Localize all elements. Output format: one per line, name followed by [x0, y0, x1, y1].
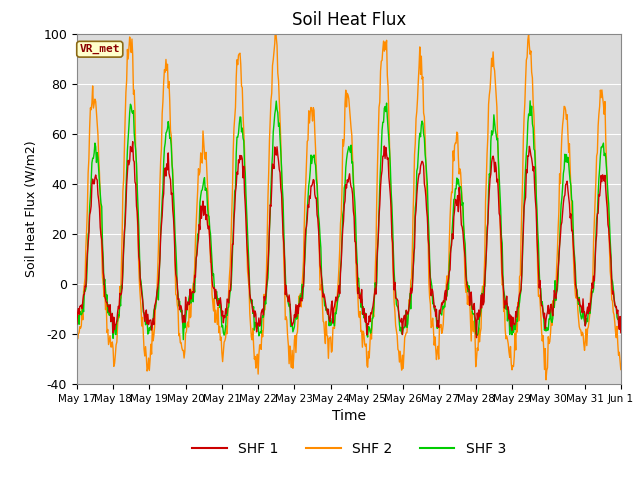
Legend: SHF 1, SHF 2, SHF 3: SHF 1, SHF 2, SHF 3 [186, 436, 511, 462]
SHF 1 [73, 321, 81, 327]
SHF 2 [193, 220, 200, 226]
SHF 3 [448, 237, 456, 243]
SHF 2 [568, 224, 576, 230]
SHF 3 [341, 181, 349, 187]
Y-axis label: Soil Heat Flux (W/m2): Soil Heat Flux (W/m2) [25, 141, 38, 277]
Line: SHF 2: SHF 2 [77, 25, 621, 380]
SHF 2 [542, 377, 550, 383]
SHF 1 [568, 228, 576, 233]
SHF 3 [216, 302, 224, 308]
SHF 2 [617, 367, 625, 372]
SHF 1 [129, 139, 136, 144]
SHF 1 [617, 330, 625, 336]
SHF 2 [216, 324, 223, 329]
Title: Soil Heat Flux: Soil Heat Flux [292, 11, 406, 29]
SHF 3 [617, 322, 625, 328]
X-axis label: Time: Time [332, 409, 366, 423]
SHF 2 [73, 323, 81, 328]
SHF 1 [473, 335, 481, 341]
Line: SHF 1: SHF 1 [77, 142, 621, 338]
SHF 3 [394, 305, 402, 311]
SHF 3 [179, 337, 187, 343]
SHF 2 [448, 189, 456, 195]
Line: SHF 3: SHF 3 [77, 101, 621, 340]
SHF 1 [341, 198, 349, 204]
SHF 1 [193, 252, 201, 258]
SHF 3 [568, 198, 576, 204]
SHF 3 [193, 247, 201, 253]
SHF 1 [394, 298, 402, 304]
SHF 3 [526, 98, 534, 104]
Text: VR_met: VR_met [79, 44, 120, 54]
SHF 2 [394, 347, 402, 352]
SHF 2 [271, 23, 279, 28]
SHF 1 [216, 295, 224, 300]
SHF 3 [73, 311, 81, 316]
SHF 2 [341, 100, 349, 106]
SHF 1 [448, 242, 456, 248]
